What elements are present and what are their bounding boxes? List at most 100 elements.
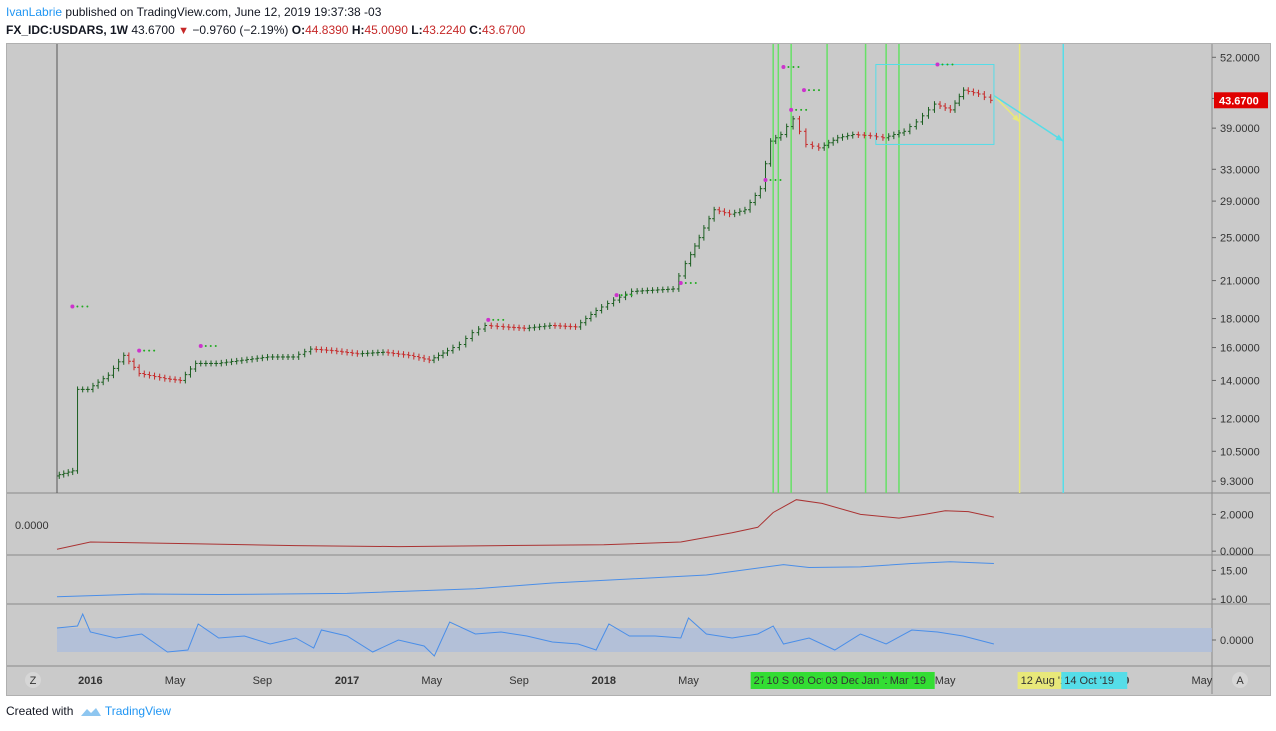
time-tick-label: 2018 bbox=[592, 675, 616, 687]
osc-tick-label: 0.0000 bbox=[1220, 635, 1254, 647]
oscillator-panes: 0.0000 bbox=[15, 499, 1212, 657]
fractal-trail bbox=[153, 349, 156, 352]
open-value: 44.8390 bbox=[305, 23, 349, 37]
tradingview-logo-icon bbox=[80, 707, 101, 716]
date-marker-label-6: 12 Aug '19 bbox=[1021, 675, 1073, 687]
fractal-trail bbox=[797, 65, 800, 68]
fractal-trail bbox=[81, 305, 84, 308]
date-marker-label-5: Mar '19 bbox=[890, 675, 926, 687]
osc-tick-label: 10.00 bbox=[1220, 594, 1248, 606]
fractal-dot-6 bbox=[763, 177, 768, 182]
fractal-trail bbox=[817, 89, 820, 92]
close-value: 43.6700 bbox=[481, 23, 526, 37]
fractal-dot-7 bbox=[781, 64, 786, 69]
fractal-trail bbox=[502, 318, 505, 321]
symbol-info: FX_IDC:USDARS, 1W 43.6700 ▼ −0.9760 (−2.… bbox=[6, 23, 525, 37]
price-tick-label: 21.0000 bbox=[1220, 276, 1260, 288]
projection-arrowhead-0 bbox=[1012, 114, 1020, 122]
down-arrow-icon: ▼ bbox=[178, 25, 189, 37]
author-link[interactable]: IvanLabrie bbox=[6, 5, 63, 19]
tradingview-link[interactable]: TradingView bbox=[104, 704, 171, 718]
date-marker-label-2: 08 Oct bbox=[792, 675, 824, 687]
symbol-label: FX_IDC:USDARS, 1W bbox=[6, 23, 129, 37]
low-label: L: bbox=[411, 23, 423, 37]
fractal-trail bbox=[779, 178, 782, 181]
last-price-label: 43.6700 bbox=[1219, 95, 1259, 107]
price-tick-label: 16.0000 bbox=[1220, 343, 1260, 355]
fractal-dot-3 bbox=[486, 317, 491, 322]
price-change: −0.9760 (−2.19%) bbox=[192, 23, 289, 37]
price-tick-label: 12.0000 bbox=[1220, 413, 1260, 425]
zoom-button-bg bbox=[25, 672, 41, 688]
fractal-dot-10 bbox=[935, 62, 940, 67]
last-price: 43.6700 bbox=[131, 23, 175, 37]
fractal-trail bbox=[807, 89, 810, 92]
fractal-trail bbox=[812, 89, 815, 92]
price-tick-label: 18.0000 bbox=[1220, 314, 1260, 326]
chart-header: IvanLabrie published on TradingView.com,… bbox=[6, 4, 1266, 40]
price-axis[interactable]: 52.000044.000039.000033.000029.000025.00… bbox=[1212, 52, 1268, 647]
time-tick-label: 2017 bbox=[335, 675, 359, 687]
osc-tick-label: 0.0000 bbox=[1220, 546, 1254, 558]
oscillator-band bbox=[57, 628, 1212, 652]
date-marker-badge-5 bbox=[886, 672, 935, 689]
time-tick-label: May bbox=[421, 675, 442, 687]
auto-scale-button[interactable]: A bbox=[1236, 675, 1244, 687]
fractal-dot-0 bbox=[70, 304, 75, 309]
publish-info: IvanLabrie published on TradingView.com,… bbox=[6, 5, 381, 19]
open-label: O: bbox=[291, 23, 306, 37]
date-marker-badge-7 bbox=[1061, 672, 1128, 689]
zoom-button[interactable]: Z bbox=[30, 675, 37, 687]
chart-canvas[interactable]: 0.0000 52.000044.000039.000033.000029.00… bbox=[7, 44, 1270, 695]
date-marker-label-7: 14 Oct '19 bbox=[1064, 675, 1114, 687]
fractal-trail bbox=[630, 294, 633, 297]
fractal-trail bbox=[946, 63, 949, 66]
price-tick-label: 10.5000 bbox=[1220, 446, 1260, 458]
auto-scale-button-bg bbox=[1232, 672, 1248, 688]
fractal-trail bbox=[209, 345, 212, 348]
chart-area[interactable]: 0.0000 52.000044.000039.000033.000029.00… bbox=[6, 43, 1271, 696]
price-tick-label: 33.0000 bbox=[1220, 164, 1260, 176]
fractal-trail bbox=[951, 63, 954, 66]
oscillator-line-osc2 bbox=[56, 561, 994, 598]
fractal-trail bbox=[795, 108, 798, 111]
oscillator-line-osc1 bbox=[56, 499, 995, 550]
projection-arrow-1 bbox=[993, 95, 1064, 142]
fractal-trail bbox=[805, 108, 808, 111]
fractal-trail bbox=[684, 281, 687, 284]
fractal-trail bbox=[787, 65, 790, 68]
projection-box bbox=[875, 64, 995, 145]
main-price-pane[interactable] bbox=[57, 44, 1064, 493]
time-tick-label: May bbox=[935, 675, 956, 687]
price-tick-label: 9.3000 bbox=[1220, 476, 1254, 488]
fractal-trail bbox=[774, 178, 777, 181]
projection-arrowhead-1 bbox=[1055, 134, 1064, 142]
fractal-trail bbox=[689, 281, 692, 284]
last-price-badge bbox=[1214, 92, 1268, 109]
time-tick-label: May bbox=[1191, 675, 1212, 687]
fractal-dot-4 bbox=[614, 293, 619, 298]
fractal-trail bbox=[143, 349, 146, 352]
fractal-dot-2 bbox=[198, 344, 203, 349]
high-label: H: bbox=[351, 23, 365, 37]
fractal-trail bbox=[800, 108, 803, 111]
fractal-trail bbox=[214, 345, 217, 348]
fractal-trail bbox=[694, 281, 697, 284]
oscillator-line-osc3 bbox=[56, 612, 995, 657]
footer: Created with TradingView bbox=[6, 704, 171, 718]
fractal-dot-1 bbox=[137, 348, 142, 353]
price-tick-label: 25.0000 bbox=[1220, 233, 1260, 245]
price-tick-label: 14.0000 bbox=[1220, 375, 1260, 387]
fractal-trail bbox=[620, 294, 623, 297]
price-tick-label: 39.0000 bbox=[1220, 123, 1260, 135]
fractal-dot-9 bbox=[801, 88, 806, 93]
fractal-trail bbox=[792, 65, 795, 68]
price-tick-label: 29.0000 bbox=[1220, 196, 1260, 208]
fractal-trail bbox=[492, 318, 495, 321]
fractal-trail bbox=[148, 349, 151, 352]
osc-tick-label: 2.0000 bbox=[1220, 509, 1254, 521]
time-tick-label: 2016 bbox=[78, 675, 102, 687]
close-label: C: bbox=[469, 23, 482, 37]
grid bbox=[7, 44, 1270, 694]
time-axis[interactable]: 2016MaySep2017MaySep2018MayMay2020May27 … bbox=[25, 672, 1248, 689]
